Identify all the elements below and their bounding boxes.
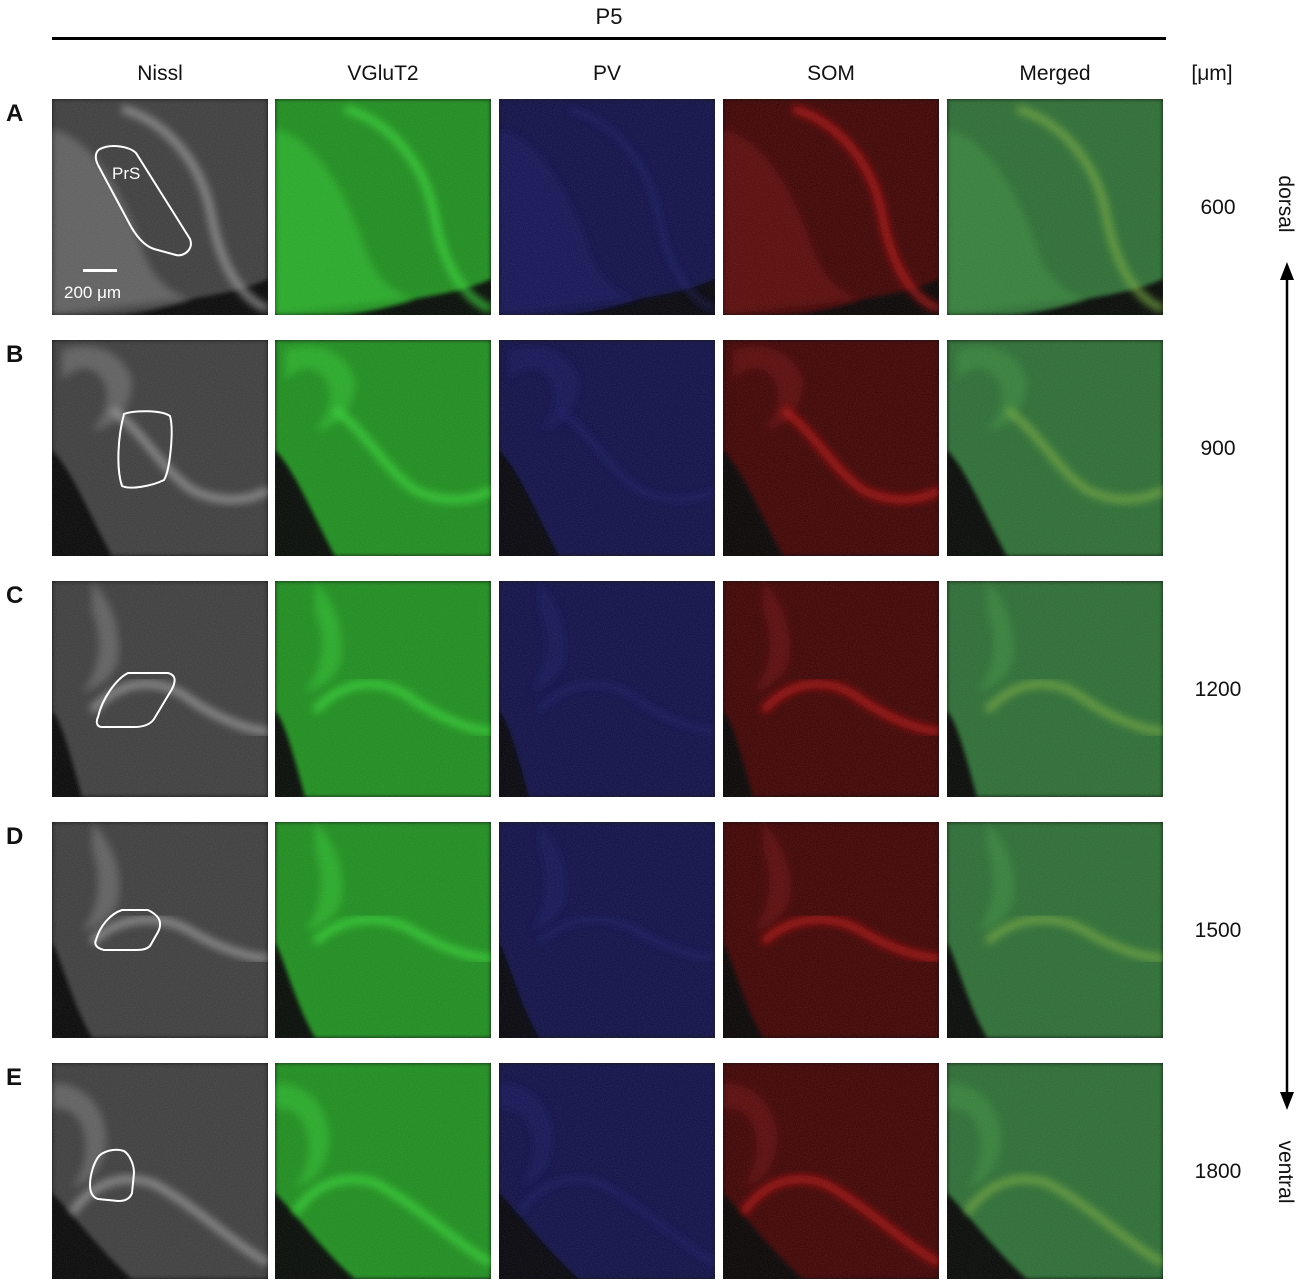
micrograph-pv-a (499, 99, 715, 315)
micrograph-merged-e (947, 1063, 1163, 1279)
row-letter-a: A (6, 100, 24, 127)
noise-texture (275, 99, 491, 315)
figure-title: P5 (595, 4, 623, 29)
depth-label-d: 1500 (1194, 919, 1242, 942)
noise-texture (947, 1063, 1163, 1279)
scale-bar (83, 269, 117, 272)
title-divider (52, 37, 1166, 40)
noise-texture (275, 1063, 491, 1279)
noise-texture (52, 822, 268, 1038)
column-label-pv: PV (592, 62, 621, 85)
noise-texture (947, 581, 1163, 797)
micrograph-nissl-d (52, 822, 268, 1038)
micrograph-merged-a (947, 99, 1163, 315)
row-letter-e: E (6, 1064, 23, 1091)
axis-label-dorsal: dorsal (1274, 175, 1297, 233)
noise-texture (52, 1063, 268, 1279)
column-label-nissl: Nissl (137, 62, 183, 85)
prs-roi-outline (88, 1148, 136, 1203)
dorsal-ventral-arrow-icon (1280, 262, 1294, 1110)
noise-texture (723, 99, 939, 315)
noise-texture (499, 99, 715, 315)
micrograph-vglut2-a (275, 99, 491, 315)
noise-texture (499, 581, 715, 797)
noise-texture (52, 581, 268, 797)
noise-texture (499, 822, 715, 1038)
noise-texture (947, 822, 1163, 1038)
depth-label-a: 600 (1200, 196, 1236, 219)
micrograph-merged-d (947, 822, 1163, 1038)
row-letter-c: C (6, 582, 24, 609)
noise-texture (52, 99, 268, 315)
micrograph-nissl-a (52, 99, 268, 315)
micrograph-nissl-b (52, 340, 268, 556)
noise-texture (52, 340, 268, 556)
depth-label-b: 900 (1200, 437, 1236, 460)
depth-label-c: 1200 (1194, 678, 1242, 701)
micrograph-merged-b (947, 340, 1163, 556)
noise-texture (723, 581, 939, 797)
micrograph-vglut2-b (275, 340, 491, 556)
roi-label-prs: PrS (112, 164, 141, 183)
micrograph-pv-d (499, 822, 715, 1038)
prs-roi-outline (94, 909, 162, 951)
noise-texture (499, 1063, 715, 1279)
noise-texture (723, 822, 939, 1038)
prs-roi-outline (94, 145, 192, 257)
micrograph-pv-e (499, 1063, 715, 1279)
prs-roi-outline (95, 672, 176, 728)
micrograph-som-b (723, 340, 939, 556)
column-label-vglut2: VGluT2 (347, 62, 419, 85)
row-letter-d: D (6, 823, 24, 850)
noise-texture (275, 822, 491, 1038)
noise-texture (947, 99, 1163, 315)
micrograph-vglut2-d (275, 822, 491, 1038)
row-letter-b: B (6, 341, 24, 368)
prs-roi-outline (117, 410, 173, 489)
micrograph-som-d (723, 822, 939, 1038)
scale-bar-label: 200 μm (64, 283, 122, 302)
noise-texture (275, 340, 491, 556)
micrograph-som-e (723, 1063, 939, 1279)
micrograph-nissl-e (52, 1063, 268, 1279)
micrograph-vglut2-c (275, 581, 491, 797)
noise-texture (723, 1063, 939, 1279)
micrograph-merged-c (947, 581, 1163, 797)
micrograph-pv-b (499, 340, 715, 556)
noise-texture (275, 581, 491, 797)
noise-texture (947, 340, 1163, 556)
noise-texture (723, 340, 939, 556)
micrograph-som-a (723, 99, 939, 315)
column-label-merged: Merged (1019, 62, 1091, 85)
micrograph-pv-c (499, 581, 715, 797)
micrograph-vglut2-e (275, 1063, 491, 1279)
micrograph-som-c (723, 581, 939, 797)
depth-unit-label: [μm] (1191, 62, 1233, 85)
micrograph-nissl-c (52, 581, 268, 797)
column-label-som: SOM (807, 62, 855, 85)
axis-label-ventral: ventral (1274, 1140, 1297, 1204)
depth-label-e: 1800 (1194, 1160, 1242, 1183)
noise-texture (499, 340, 715, 556)
